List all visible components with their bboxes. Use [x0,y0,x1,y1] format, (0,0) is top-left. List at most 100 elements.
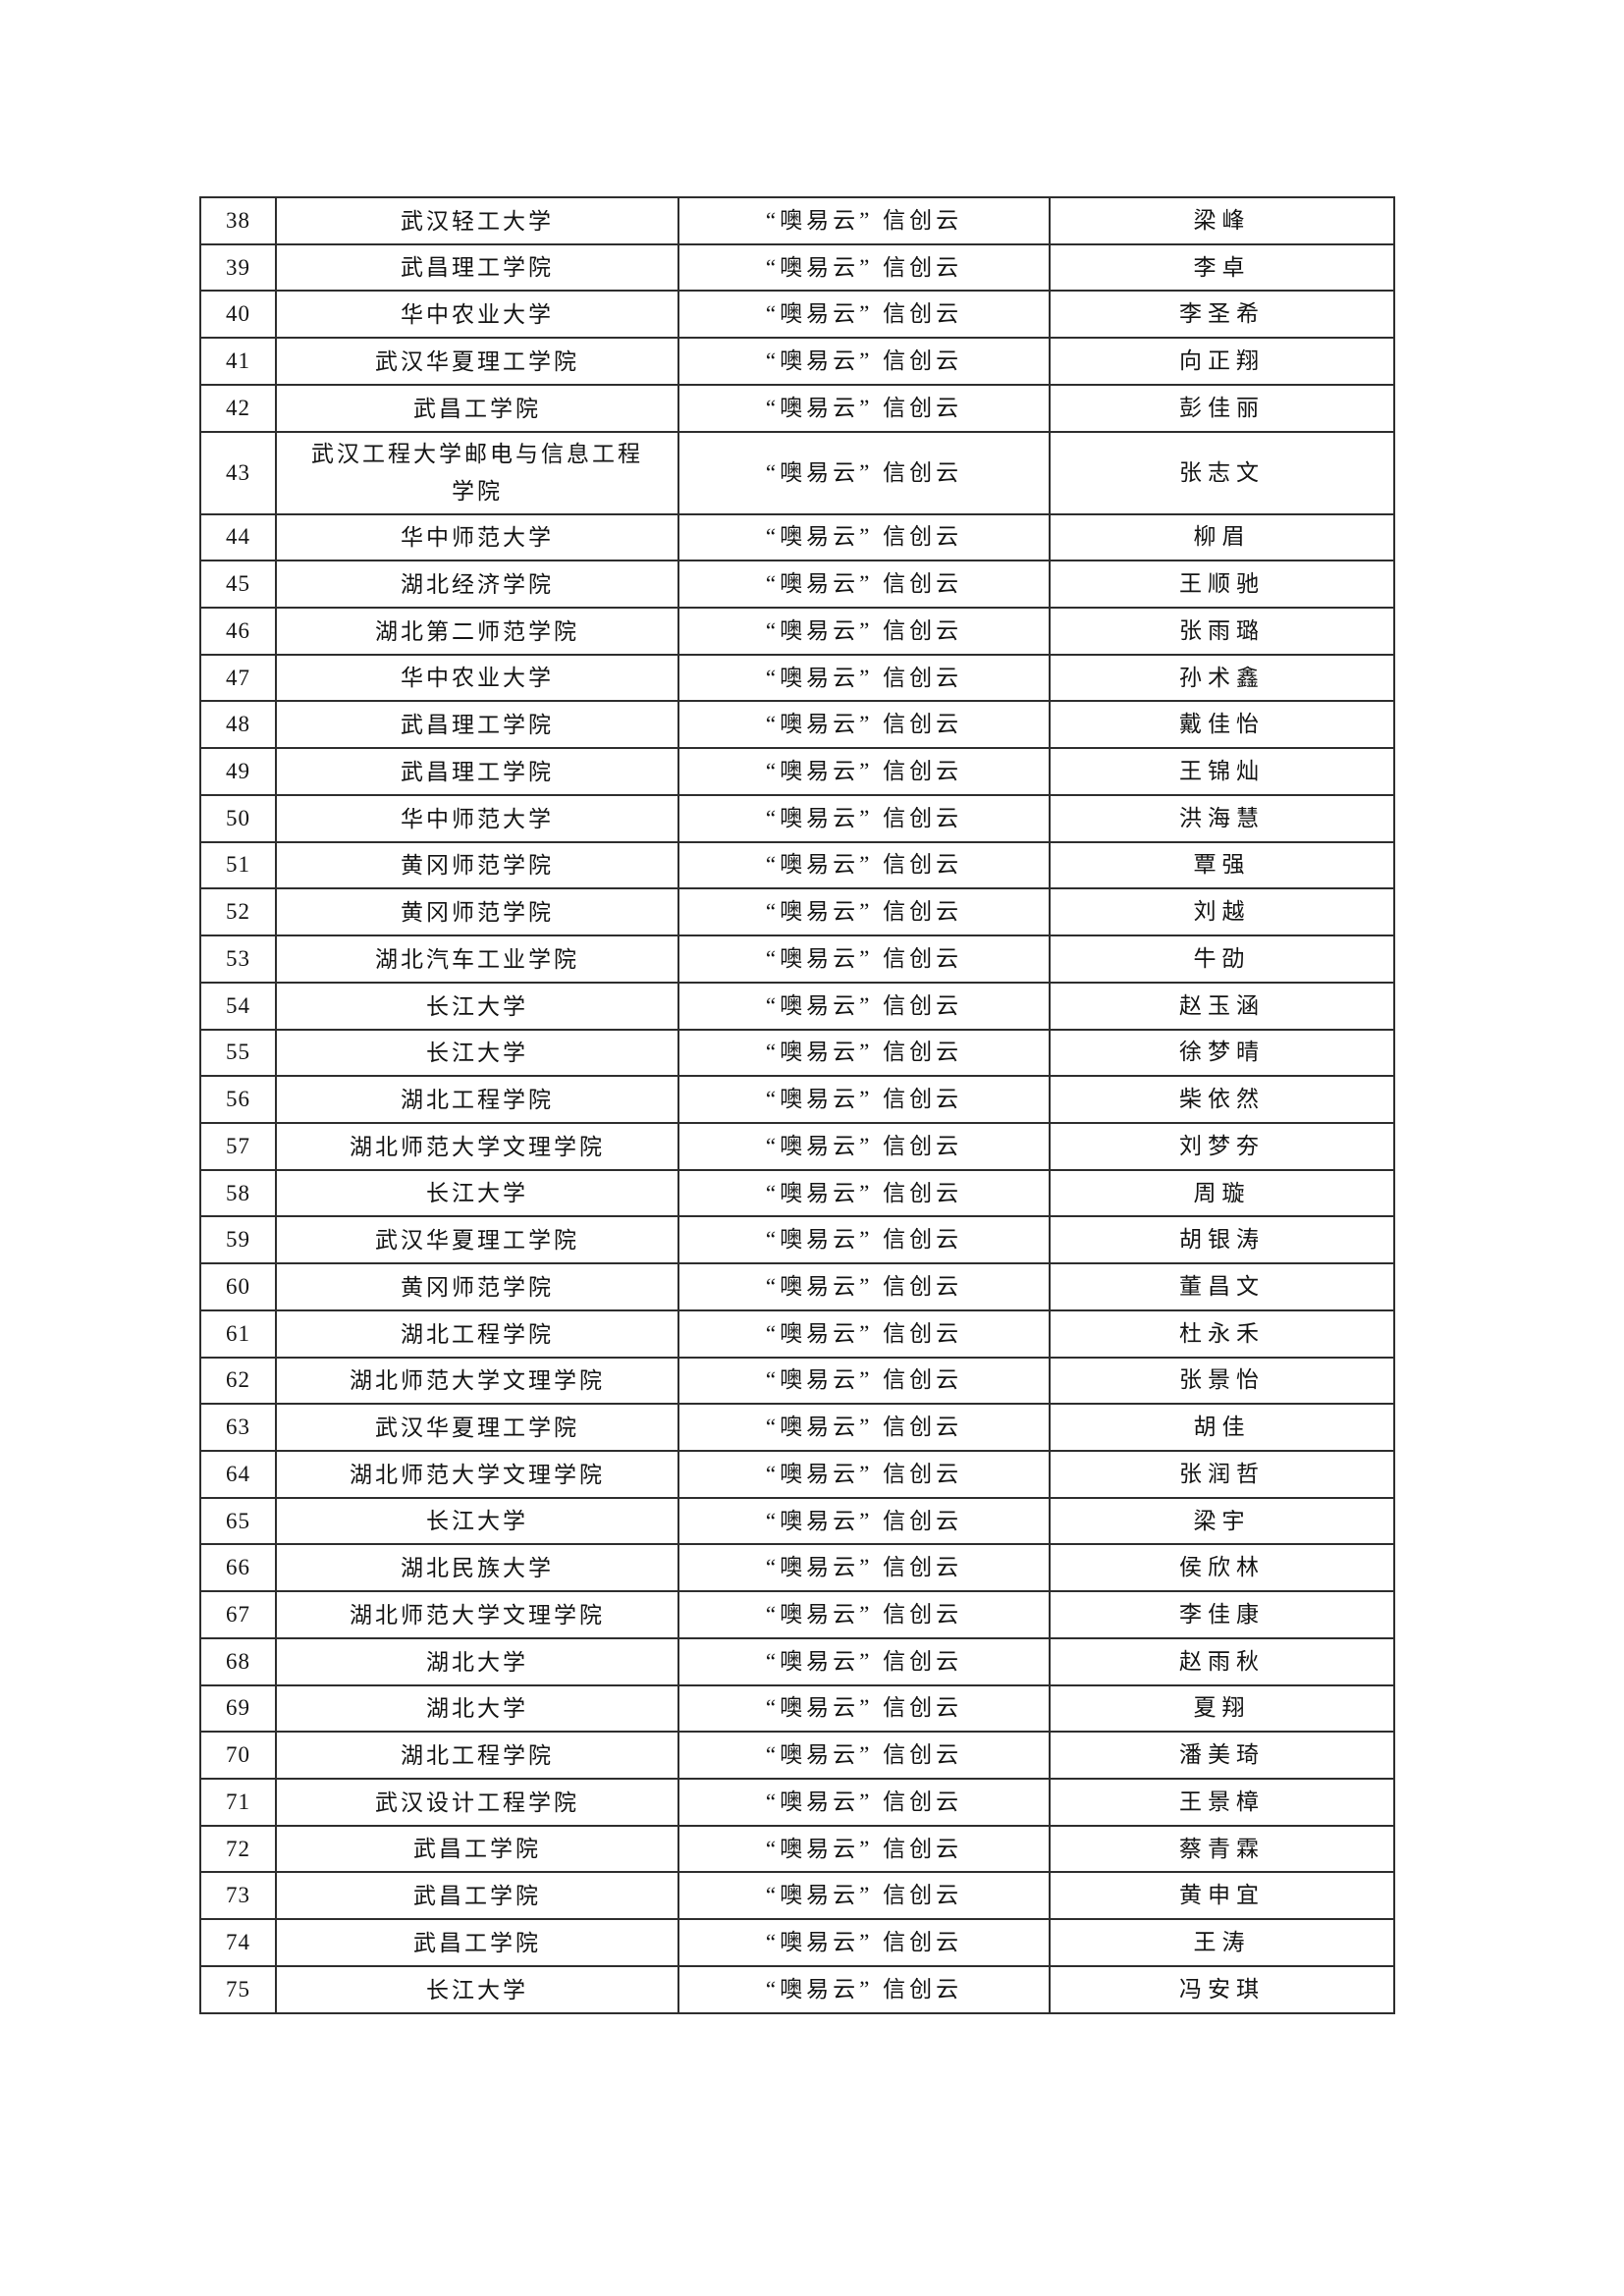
row-number-cell: 57 [199,1121,277,1171]
cloud-platform-cell: “噢易云” 信创云 [677,383,1051,433]
school-name: 湖北师范大学文理学院 [350,1462,605,1487]
cloud-platform-cell: “噢易云” 信创云 [677,1824,1051,1874]
table-row: 72 武昌工学院 “噢易云” 信创云 蔡青霖 [199,1824,1395,1874]
cloud-platform-cell: “噢易云” 信创云 [677,1964,1051,2014]
table-row: 43 武汉工程大学邮电与信息工程学院 “噢易云” 信创云 张志文 [199,430,1395,515]
participant-name-cell: 侯欣林 [1049,1543,1395,1593]
row-number-cell: 56 [199,1075,277,1124]
participant-name-cell: 向正翔 [1049,337,1395,386]
school-name: 湖北师范大学文理学院 [350,1134,605,1159]
school-name: 黄冈师范学院 [401,900,554,926]
row-number-cell: 55 [199,1028,277,1078]
row-number-cell: 43 [199,430,277,515]
cloud-platform-cell: “噢易云” 信创云 [677,337,1051,386]
cloud-platform-cell: “噢易云” 信创云 [677,1121,1051,1171]
cloud-platform-cell: “噢易云” 信创云 [677,1168,1051,1218]
participant-name-cell: 彭佳丽 [1049,383,1395,433]
cloud-platform-cell: “噢易云” 信创云 [677,1449,1051,1499]
table-row: 52 黄冈师范学院 “噢易云” 信创云 刘越 [199,887,1395,937]
table-row: 70 湖北工程学院 “噢易云” 信创云 潘美琦 [199,1731,1395,1780]
cloud-platform-cell: “噢易云” 信创云 [677,607,1051,656]
table-row: 44 华中师范大学 “噢易云” 信创云 柳眉 [199,512,1395,562]
school-cell: 湖北汽车工业学院 [275,934,679,984]
school-name: 湖北第二师范学院 [375,618,579,644]
row-number-cell: 70 [199,1731,277,1780]
cloud-platform-cell: “噢易云” 信创云 [677,242,1051,293]
school-cell: 武汉设计工程学院 [275,1778,679,1827]
participant-name-cell: 张志文 [1049,430,1395,515]
school-cell: 华中师范大学 [275,512,679,562]
school-cell: 长江大学 [275,1028,679,1078]
cloud-platform-cell: “噢易云” 信创云 [677,1543,1051,1593]
school-name: 湖北工程学院 [401,1087,554,1112]
participant-name-cell: 周璇 [1049,1168,1395,1218]
participant-name-cell: 覃强 [1049,840,1395,890]
table-row: 45 湖北经济学院 “噢易云” 信创云 王顺驰 [199,560,1395,610]
row-number-cell: 46 [199,607,277,656]
row-number-cell: 39 [199,242,277,293]
participant-name-cell: 王锦灿 [1049,747,1395,796]
row-number-cell: 49 [199,747,277,796]
school-name: 武汉工程大学邮电与信息工程学院 [311,441,643,504]
table-row: 58 长江大学 “噢易云” 信创云 周璇 [199,1168,1395,1218]
participant-name-cell: 戴佳怡 [1049,700,1395,750]
table-row: 49 武昌理工学院 “噢易云” 信创云 王锦灿 [199,747,1395,796]
participant-name-cell: 冯安琪 [1049,1964,1395,2014]
participant-name-cell: 徐梦晴 [1049,1028,1395,1078]
school-name: 长江大学 [426,1509,528,1534]
row-number-cell: 48 [199,700,277,750]
row-number-cell: 63 [199,1403,277,1452]
school-name: 武汉轻工大学 [401,208,554,234]
school-cell: 湖北工程学院 [275,1075,679,1124]
school-name: 长江大学 [426,993,528,1019]
table-row: 68 湖北大学 “噢易云” 信创云 赵雨秋 [199,1636,1395,1686]
cloud-platform-cell: “噢易云” 信创云 [677,290,1051,340]
table-row: 67 湖北师范大学文理学院 “噢易云” 信创云 李佳康 [199,1590,1395,1639]
table-row: 64 湖北师范大学文理学院 “噢易云” 信创云 张润哲 [199,1449,1395,1499]
participant-name-cell: 蔡青霖 [1049,1824,1395,1874]
school-cell: 湖北师范大学文理学院 [275,1356,679,1406]
cloud-platform-cell: “噢易云” 信创云 [677,1683,1051,1734]
cloud-platform-cell: “噢易云” 信创云 [677,1308,1051,1359]
school-cell: 湖北工程学院 [275,1731,679,1780]
school-cell: 黄冈师范学院 [275,887,679,937]
school-cell: 湖北经济学院 [275,560,679,610]
table-row: 42 武昌工学院 “噢易云” 信创云 彭佳丽 [199,383,1395,433]
cloud-platform-cell: “噢易云” 信创云 [677,887,1051,937]
participant-name-cell: 牛劭 [1049,934,1395,984]
cloud-platform-cell: “噢易云” 信创云 [677,793,1051,843]
participant-name-cell: 张景怡 [1049,1356,1395,1406]
school-name: 湖北大学 [426,1696,528,1722]
school-cell: 武昌工学院 [275,1871,679,1921]
cloud-platform-cell: “噢易云” 信创云 [677,934,1051,984]
participant-name-cell: 李圣希 [1049,290,1395,340]
participant-name-cell: 柴依然 [1049,1075,1395,1124]
row-number-cell: 69 [199,1683,277,1734]
school-name: 湖北大学 [426,1649,528,1675]
school-cell: 华中农业大学 [275,290,679,340]
table-row: 65 长江大学 “噢易云” 信创云 梁宇 [199,1496,1395,1546]
school-name: 湖北经济学院 [401,572,554,598]
school-cell: 黄冈师范学院 [275,1262,679,1311]
participant-name-cell: 李佳康 [1049,1590,1395,1639]
row-number-cell: 40 [199,290,277,340]
school-name: 湖北民族大学 [401,1556,554,1581]
table-row: 51 黄冈师范学院 “噢易云” 信创云 覃强 [199,840,1395,890]
cloud-platform-cell: “噢易云” 信创云 [677,1496,1051,1546]
participant-name-cell: 胡佳 [1049,1403,1395,1452]
school-cell: 湖北民族大学 [275,1543,679,1593]
school-name: 武昌工学院 [413,1837,541,1862]
school-cell: 湖北大学 [275,1636,679,1686]
row-number-cell: 74 [199,1918,277,1967]
participant-name-cell: 张雨璐 [1049,607,1395,656]
cloud-platform-cell: “噢易云” 信创云 [677,196,1051,245]
school-name: 长江大学 [426,1181,528,1206]
cloud-platform-cell: “噢易云” 信创云 [677,981,1051,1031]
cloud-platform-cell: “噢易云” 信创云 [677,700,1051,750]
cloud-platform-cell: “噢易云” 信创云 [677,1262,1051,1311]
row-number-cell: 60 [199,1262,277,1311]
table-row: 55 长江大学 “噢易云” 信创云 徐梦晴 [199,1028,1395,1078]
school-name: 华中农业大学 [401,666,554,691]
school-name: 武汉华夏理工学院 [375,348,579,374]
participant-name-cell: 王顺驰 [1049,560,1395,610]
